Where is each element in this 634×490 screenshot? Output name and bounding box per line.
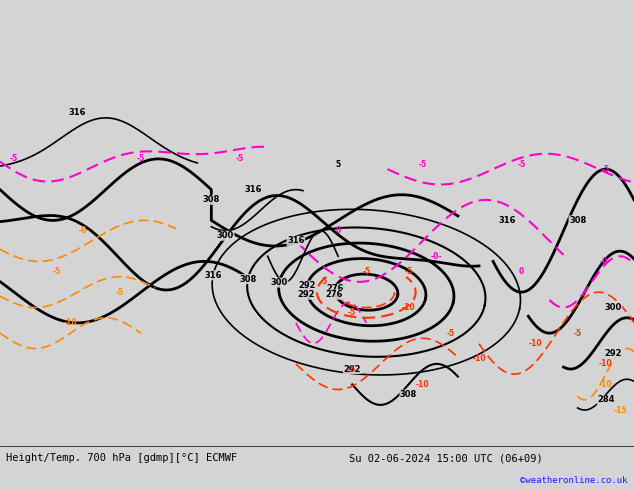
Text: 300: 300	[271, 278, 288, 287]
Text: -0-: -0-	[600, 257, 612, 266]
Text: -5: -5	[517, 160, 526, 169]
Text: 292: 292	[344, 365, 361, 373]
Text: -0-: -0-	[79, 226, 90, 235]
Text: 276: 276	[327, 284, 344, 293]
Text: 276: 276	[326, 290, 344, 299]
Text: -5: -5	[362, 267, 370, 276]
Text: -10: -10	[402, 303, 415, 312]
Text: 308: 308	[203, 196, 220, 204]
Text: -0-: -0-	[431, 252, 443, 261]
Text: -5: -5	[52, 267, 60, 276]
Text: -10: -10	[599, 380, 612, 389]
Text: -10: -10	[599, 359, 612, 368]
Text: 292: 292	[298, 290, 315, 299]
Text: 316: 316	[245, 185, 262, 194]
Text: Su 02-06-2024 15:00 UTC (06+09): Su 02-06-2024 15:00 UTC (06+09)	[349, 453, 543, 463]
Text: -5: -5	[137, 154, 145, 163]
Text: -5: -5	[404, 267, 413, 276]
Text: 300: 300	[217, 231, 234, 240]
Text: 0: 0	[519, 267, 524, 276]
Text: 316: 316	[498, 216, 516, 225]
Text: 300: 300	[604, 303, 621, 312]
Text: -10: -10	[416, 380, 429, 389]
Text: -5: -5	[115, 288, 124, 296]
Text: -5: -5	[418, 160, 427, 169]
Text: -5: -5	[447, 329, 455, 338]
Text: 284: 284	[597, 395, 614, 404]
Text: 308: 308	[400, 390, 417, 399]
Text: -10: -10	[63, 318, 77, 327]
Text: 308: 308	[239, 274, 257, 284]
Text: 292: 292	[604, 349, 621, 358]
Text: -5: -5	[10, 154, 18, 163]
Text: 5: 5	[335, 160, 340, 169]
Text: -5: -5	[602, 165, 610, 173]
Text: -10: -10	[472, 354, 486, 363]
Text: 316: 316	[68, 108, 86, 117]
Text: 308: 308	[569, 216, 586, 225]
Text: ©weatheronline.co.uk: ©weatheronline.co.uk	[520, 476, 628, 485]
Text: 316: 316	[287, 236, 304, 245]
Text: 316: 316	[204, 271, 222, 280]
Text: -5: -5	[348, 308, 356, 317]
Text: -5: -5	[320, 277, 328, 286]
Text: -10: -10	[529, 339, 542, 348]
Text: 0: 0	[335, 226, 340, 235]
Text: 292: 292	[299, 281, 316, 290]
Text: -15: -15	[613, 406, 626, 415]
Text: -5: -5	[574, 329, 582, 338]
Text: -5: -5	[348, 365, 356, 373]
Text: Height/Temp. 700 hPa [gdmp][°C] ECMWF: Height/Temp. 700 hPa [gdmp][°C] ECMWF	[6, 453, 238, 463]
Text: -5: -5	[235, 154, 243, 163]
